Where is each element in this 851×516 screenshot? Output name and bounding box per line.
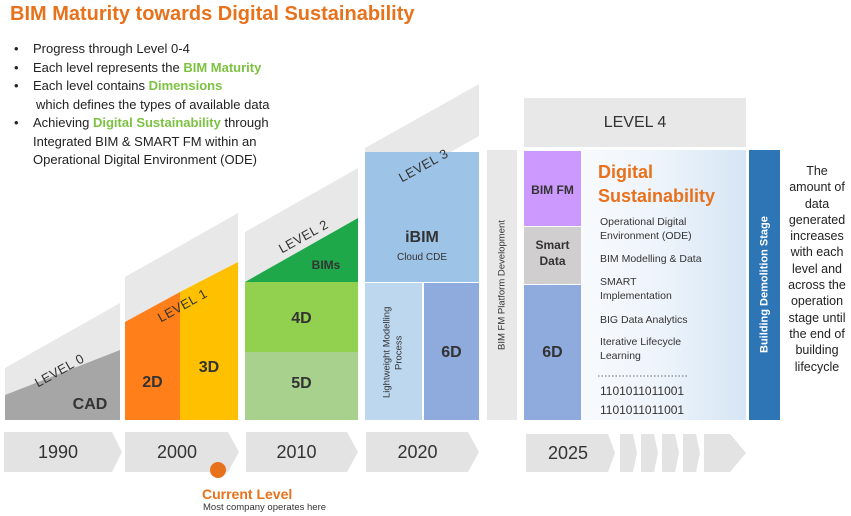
current-level-sub: Most company operates here	[203, 502, 327, 513]
ds-item: SMART Implementation	[600, 276, 672, 302]
block-5d	[245, 352, 358, 420]
bullet-highlight: BIM Maturity	[183, 59, 262, 75]
bims-label: BIMs	[311, 258, 341, 272]
bullet-item: Achieving Digital Sustainability through…	[14, 114, 269, 170]
block-6d-l3	[424, 283, 479, 420]
cad-label: CAD	[72, 396, 108, 413]
level-1-ribbon	[125, 213, 238, 322]
bimfm-label: BIM FM	[531, 183, 574, 197]
timeline-arrow-2000	[125, 432, 239, 472]
block-ibim	[365, 152, 479, 282]
timeline-end-arrow	[704, 434, 746, 472]
page-title: BIM Maturity towards Digital Sustainabil…	[10, 3, 415, 25]
timeline-segment-2	[641, 434, 658, 472]
smart-data-label: Smart Data	[535, 238, 570, 268]
cloud-cde-label: Cloud CDE	[396, 251, 448, 263]
ibim-label: iBIM	[405, 229, 439, 246]
timeline-arrow-2020	[366, 432, 479, 472]
bullet-text: Progress through Level 0-4	[33, 41, 190, 56]
bullet-text: Achieving	[33, 115, 93, 130]
timeline-segment-3	[662, 434, 679, 472]
bullet-item: Progress through Level 0-4	[14, 40, 269, 59]
platform-label: BIM FM Platform Development	[496, 220, 508, 350]
timeline-label-1990: 1990	[37, 441, 79, 462]
block-bimfm	[524, 151, 581, 226]
level-0-cad-block	[5, 350, 120, 420]
ds-heading-line: Digital	[598, 162, 654, 182]
block-6d-l4	[524, 285, 581, 420]
current-level-marker	[210, 462, 226, 478]
6d-l4-label: 6D	[542, 344, 563, 361]
ds-binary: 1101011011001	[600, 403, 685, 417]
bullet-highlight: Digital Sustainability	[92, 115, 221, 130]
bullet-item: Each level contains Dimensions which defi…	[14, 77, 269, 114]
bullet-text: Integrated BIM & SMART FM within an	[33, 133, 257, 149]
bullet-item: Each level represents the BIM Maturity	[14, 59, 269, 78]
platform-bar	[487, 150, 517, 420]
timeline-arrow-2010	[246, 432, 358, 472]
block-smartdata	[524, 227, 581, 284]
bullet-text: Each level represents the	[33, 59, 184, 75]
level-2-ribbon	[245, 168, 358, 282]
ds-binary: 1101011011001	[600, 384, 685, 398]
6d-l3-label: 6D	[441, 344, 462, 361]
block-4d	[245, 282, 358, 352]
level-4-label: LEVEL 4	[603, 113, 667, 131]
timeline-segment-4	[683, 434, 700, 472]
bullet-list: Progress through Level 0-4 Each level re…	[14, 40, 269, 170]
bullet-highlight: Dimensions	[148, 78, 223, 93]
timeline-segment-1	[620, 434, 637, 472]
ds-item: BIM Modelling & Data	[600, 253, 702, 265]
3d-label: 3D	[198, 359, 220, 376]
timeline-label-2025: 2025	[547, 442, 589, 463]
ds-item: Iterative Lifecycle Learning	[600, 336, 682, 362]
timeline-label-2010: 2010	[276, 441, 317, 462]
block-bims	[245, 218, 358, 282]
4d-label: 4D	[291, 310, 312, 327]
ds-heading-line: Sustainability	[598, 186, 716, 206]
level-4-header	[524, 98, 746, 147]
block-lightweight	[365, 283, 422, 420]
ds-heading: Digital Sustainability	[598, 160, 715, 208]
bullet-text: through	[220, 115, 269, 130]
timeline-label-2020: 2020	[397, 441, 438, 462]
current-level-label: Current Level	[202, 486, 293, 502]
timeline-arrow-1990	[4, 432, 122, 472]
bullet-text: Operational Digital Environment (ODE)	[33, 152, 257, 167]
5d-label: 5D	[291, 375, 312, 392]
demolition-bar	[749, 150, 780, 420]
ds-item: BIG Data Analytics	[600, 314, 688, 326]
2d-label: 2D	[142, 374, 163, 391]
timeline-label-2000: 2000	[156, 441, 198, 462]
block-3d	[180, 262, 238, 420]
ds-item: Operational Digital Environment (ODE)	[600, 216, 692, 242]
side-note: The amount of data generated increases w…	[788, 164, 846, 374]
lightweight-label: Lightweight Modelling Process	[381, 306, 405, 399]
block-2d	[125, 292, 180, 420]
demolition-label: Building Demolition Stage	[758, 216, 771, 354]
bullet-text: Each level contains	[33, 78, 149, 93]
timeline-arrow-2025	[526, 434, 615, 472]
level-0-ribbon	[5, 303, 120, 395]
bullet-text: which defines the types of available dat…	[36, 96, 270, 112]
